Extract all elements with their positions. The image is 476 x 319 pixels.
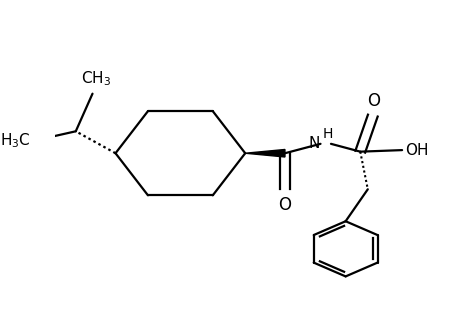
- Text: H: H: [323, 127, 333, 141]
- Polygon shape: [245, 150, 285, 157]
- Text: OH: OH: [406, 143, 429, 158]
- Text: CH$_3$: CH$_3$: [81, 69, 111, 88]
- Text: O: O: [367, 92, 380, 110]
- Text: N: N: [308, 136, 320, 151]
- Text: H$_3$C: H$_3$C: [0, 131, 30, 150]
- Text: O: O: [278, 196, 291, 214]
